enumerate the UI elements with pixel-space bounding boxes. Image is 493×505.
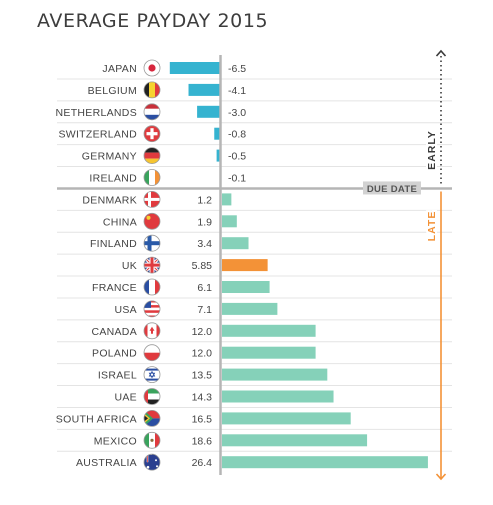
canada-flag-icon [143,322,161,340]
country-label-china: CHINA [103,216,137,228]
netherlands-flag-icon [143,103,161,121]
country-label-finland: FINLAND [90,238,137,250]
bar-denmark [222,193,232,206]
bar-france [222,281,270,293]
country-label-south-africa: SOUTH AFRICA [56,413,137,425]
bar-canada [222,324,316,337]
value-label-germany: -0.5 [228,151,246,163]
china-flag-icon [143,212,161,230]
country-label-usa: USA [115,304,138,316]
finland-flag-icon [143,234,161,252]
value-label-mexico: 18.6 [192,435,213,447]
early-label: EARLY [426,130,438,170]
country-label-denmark: DENMARK [82,194,137,206]
value-label-china: 1.9 [197,216,212,228]
country-label-uae: UAE [115,392,138,404]
value-label-belgium: -4.1 [228,85,246,97]
country-label-canada: CANADA [91,326,137,338]
bar-usa [222,302,278,315]
france-flag-icon [143,278,161,296]
country-label-israel: ISRAEL [98,370,137,382]
country-label-germany: GERMANY [82,151,137,163]
late-arrow-head [435,473,447,481]
value-label-usa: 7.1 [197,304,212,316]
country-label-switzerland: SWITZERLAND [58,129,137,141]
bar-australia [222,456,428,469]
value-label-poland: 12.0 [192,348,213,360]
value-label-france: 6.1 [197,282,212,294]
israel-flag-icon [143,366,161,384]
australia-flag-icon [143,453,161,471]
bar-germany [216,149,221,162]
value-label-finland: 3.4 [197,238,212,250]
value-label-switzerland: -0.8 [228,129,246,141]
value-label-uk: 5.85 [192,260,213,272]
bar-south-africa [222,412,351,425]
country-label-australia: AUSTRALIA [76,457,137,469]
bar-netherlands [197,105,221,118]
belgium-flag-icon [143,81,161,99]
bar-finland [222,237,249,250]
due-date-label: DUE DATE [367,184,417,195]
early-arrow-head [435,49,447,57]
country-label-france: FRANCE [92,282,137,294]
value-label-israel: 13.5 [192,370,213,382]
ireland-flag-icon [143,169,161,186]
country-label-uk: UK [122,260,137,272]
japan-flag-icon [143,59,161,77]
bar-poland [222,346,316,359]
late-label: LATE [426,211,438,242]
uk-flag-icon [143,256,161,274]
mexico-flag-icon [143,431,161,449]
switzerland-flag-icon [143,125,161,143]
country-label-ireland: IRELAND [89,173,137,185]
poland-flag-icon [143,344,161,362]
country-label-belgium: BELGIUM [88,85,137,97]
bar-switzerland [214,127,221,140]
value-label-japan: -6.5 [228,63,246,75]
chart-title: AVERAGE PAYDAY 2015 [37,10,269,32]
denmark-flag-icon [143,190,161,208]
value-label-uae: 14.3 [192,392,213,404]
bar-japan [169,62,221,74]
bar-belgium [188,83,221,96]
value-label-canada: 12.0 [192,326,213,338]
uae-flag-icon [143,388,161,405]
bar-china [222,215,237,228]
due-date-badge [363,181,421,195]
value-label-ireland: -0.1 [228,173,246,185]
country-label-mexico: MEXICO [94,435,137,447]
value-label-australia: 26.4 [192,457,213,469]
value-label-denmark: 1.2 [197,194,212,206]
bar-uk [222,259,268,272]
south-africa-flag-icon [143,409,161,427]
value-label-south-africa: 16.5 [192,413,213,425]
country-label-netherlands: NETHERLANDS [56,107,137,119]
bar-israel [222,368,328,381]
bar-mexico [222,434,368,447]
country-label-japan: JAPAN [102,63,137,75]
country-label-poland: POLAND [92,348,137,360]
usa-flag-icon [143,300,161,318]
bar-uae [222,390,334,403]
germany-flag-icon [143,147,161,165]
value-label-netherlands: -3.0 [228,107,246,119]
